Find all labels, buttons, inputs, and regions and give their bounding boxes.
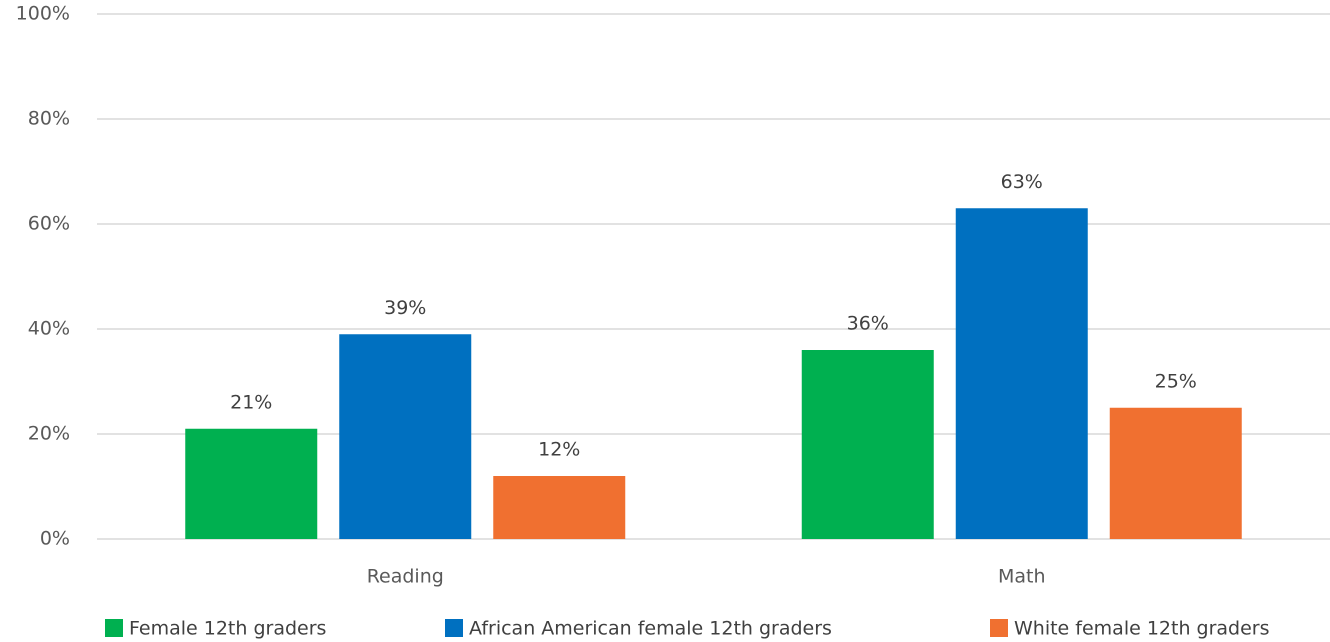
y-tick-label: 100% [16, 3, 70, 25]
legend-swatch [105, 619, 123, 637]
bar [339, 334, 472, 539]
bar [955, 208, 1088, 539]
bar [1109, 407, 1242, 539]
bar [185, 428, 318, 539]
data-label: 39% [384, 297, 426, 319]
legend-swatch [445, 619, 463, 637]
y-tick-label: 0% [40, 528, 70, 550]
y-tick-label: 40% [28, 318, 70, 340]
x-tick-label: Math [998, 566, 1046, 588]
y-tick-label: 20% [28, 423, 70, 445]
legend-label: White female 12th graders [1014, 618, 1270, 640]
bar [493, 476, 626, 539]
y-tick-label: 80% [28, 108, 70, 130]
data-label: 12% [538, 439, 580, 461]
legend-label: Female 12th graders [129, 618, 326, 640]
data-label: 25% [1155, 370, 1197, 392]
data-label: 63% [1001, 171, 1043, 193]
y-tick-label: 60% [28, 213, 70, 235]
data-label: 21% [230, 391, 272, 413]
bar [801, 350, 934, 539]
data-label: 36% [847, 313, 889, 335]
legend-swatch [990, 619, 1008, 637]
x-tick-label: Reading [367, 566, 444, 588]
legend-label: African American female 12th graders [469, 618, 832, 640]
